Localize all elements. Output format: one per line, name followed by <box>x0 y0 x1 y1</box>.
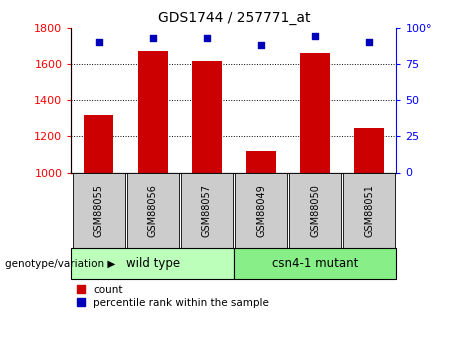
Bar <box>355 128 384 172</box>
Bar <box>127 172 179 248</box>
Text: csn4-1 mutant: csn4-1 mutant <box>272 257 358 270</box>
Text: wild type: wild type <box>126 257 180 270</box>
Point <box>203 35 211 40</box>
Point <box>95 39 102 45</box>
Bar <box>71 248 234 279</box>
Text: GSM88055: GSM88055 <box>94 184 104 237</box>
Bar <box>234 248 396 279</box>
Point <box>149 35 156 40</box>
Legend: count, percentile rank within the sample: count, percentile rank within the sample <box>77 285 269 308</box>
Bar <box>235 172 287 248</box>
Bar <box>343 172 396 248</box>
Text: GSM88056: GSM88056 <box>148 184 158 237</box>
Text: genotype/variation ▶: genotype/variation ▶ <box>5 259 115 269</box>
Bar <box>300 53 330 172</box>
Bar <box>246 151 276 172</box>
Text: GSM88050: GSM88050 <box>310 184 320 237</box>
Text: GSM88051: GSM88051 <box>364 184 374 237</box>
Bar <box>181 172 233 248</box>
Bar <box>192 61 222 172</box>
Bar <box>138 51 168 172</box>
Title: GDS1744 / 257771_at: GDS1744 / 257771_at <box>158 11 310 25</box>
Point <box>366 39 373 45</box>
Bar <box>72 172 124 248</box>
Point <box>312 33 319 39</box>
Text: GSM88057: GSM88057 <box>202 184 212 237</box>
Point <box>257 42 265 48</box>
Bar <box>289 172 341 248</box>
Bar <box>83 115 113 172</box>
Text: GSM88049: GSM88049 <box>256 184 266 237</box>
